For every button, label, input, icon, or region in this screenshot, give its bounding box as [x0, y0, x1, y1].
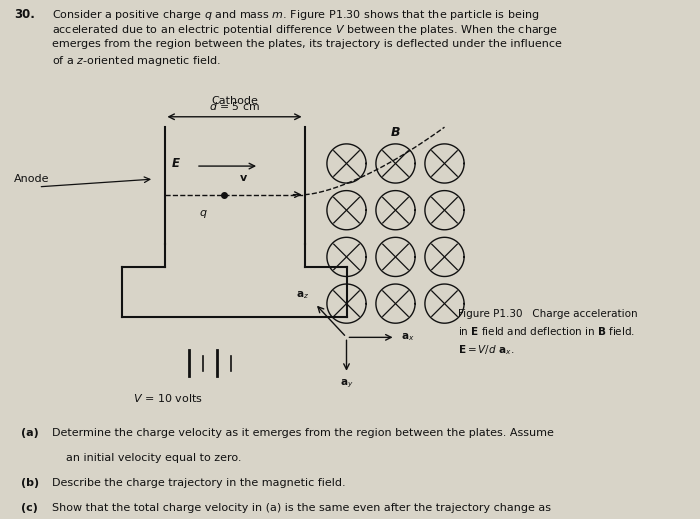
- Text: $\mathbf{a}_y$: $\mathbf{a}_y$: [340, 378, 354, 390]
- Text: Consider a positive charge $q$ and mass $m$. Figure P1.30 shows that the particl: Consider a positive charge $q$ and mass …: [52, 8, 540, 22]
- Text: $\mathbf{a}_z$: $\mathbf{a}_z$: [296, 289, 309, 301]
- Text: an initial velocity equal to zero.: an initial velocity equal to zero.: [66, 453, 242, 463]
- Text: v: v: [239, 173, 247, 183]
- Text: emerges from the region between the plates, its trajectory is deflected under th: emerges from the region between the plat…: [52, 39, 562, 49]
- Text: accelerated due to an electric potential difference $V$ between the plates. When: accelerated due to an electric potential…: [52, 23, 559, 37]
- Text: of a $z$-oriented magnetic field.: of a $z$-oriented magnetic field.: [52, 54, 221, 69]
- Text: $q$: $q$: [199, 208, 207, 220]
- Text: (a): (a): [21, 428, 38, 438]
- Text: (b): (b): [21, 478, 39, 488]
- Text: Determine the charge velocity as it emerges from the region between the plates. : Determine the charge velocity as it emer…: [52, 428, 554, 438]
- Text: B: B: [391, 126, 400, 139]
- Text: E: E: [172, 157, 179, 170]
- Text: Show that the total charge velocity in (a) is the same even after the trajectory: Show that the total charge velocity in (…: [52, 503, 552, 513]
- Text: $d$ = 5 cm: $d$ = 5 cm: [209, 100, 260, 112]
- Text: $\mathbf{a}_x$: $\mathbf{a}_x$: [401, 332, 414, 343]
- Text: (c): (c): [21, 503, 38, 513]
- Text: 30.: 30.: [14, 8, 35, 21]
- Text: Cathode: Cathode: [211, 97, 258, 106]
- Text: Figure P1.30   Charge acceleration
in $\mathbf{E}$ field and deflection in $\mat: Figure P1.30 Charge acceleration in $\ma…: [458, 309, 638, 357]
- Text: Describe the charge trajectory in the magnetic field.: Describe the charge trajectory in the ma…: [52, 478, 346, 488]
- Text: $V$ = 10 volts: $V$ = 10 volts: [133, 392, 203, 404]
- Text: Anode: Anode: [14, 174, 50, 184]
